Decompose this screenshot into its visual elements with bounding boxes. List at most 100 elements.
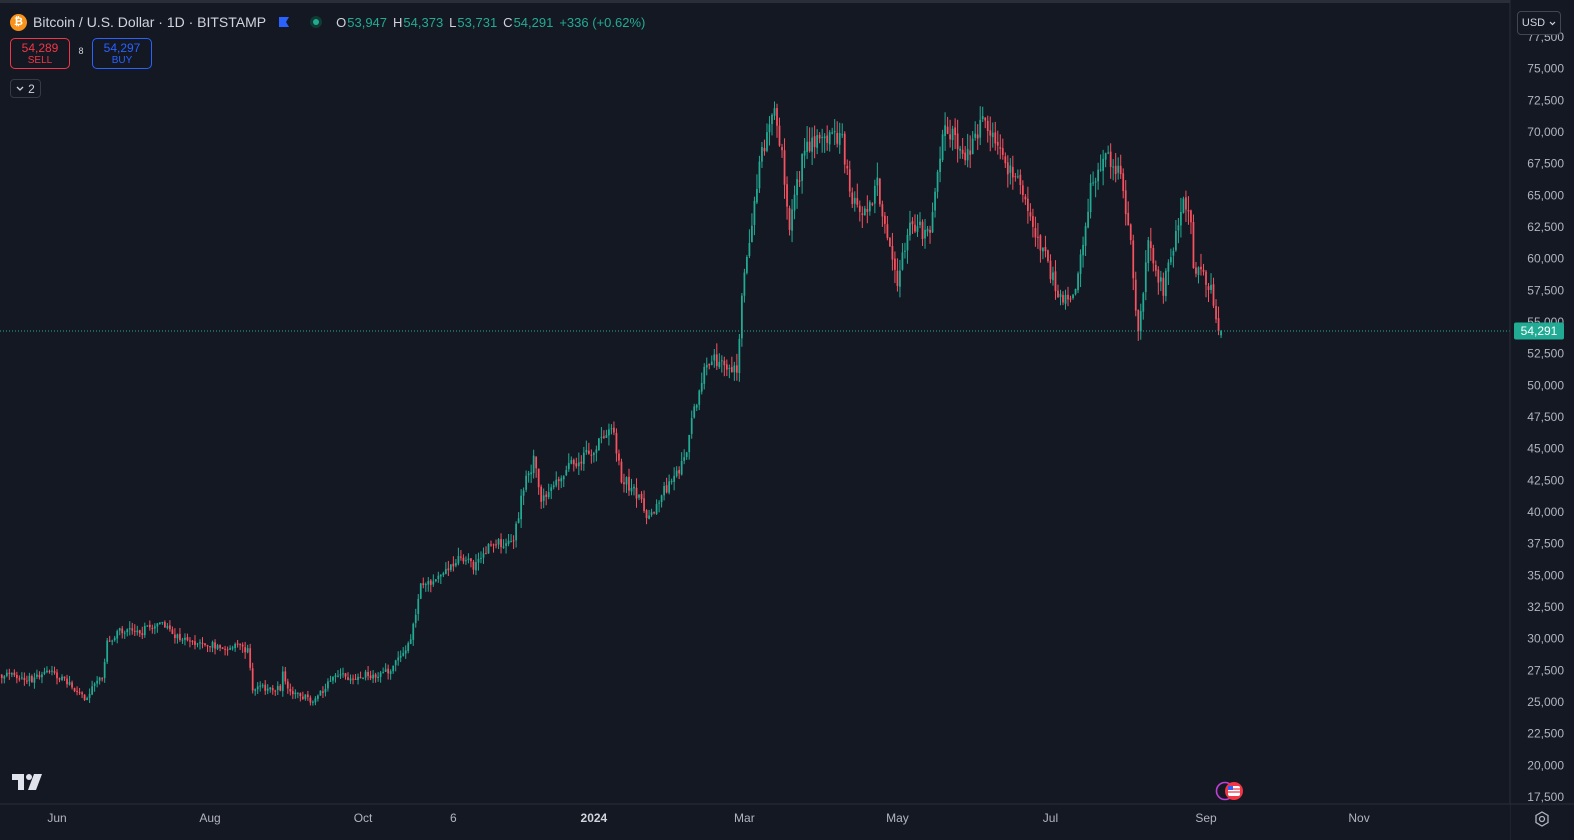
candle — [986, 115, 989, 143]
candle — [1047, 249, 1049, 263]
candle — [83, 694, 86, 701]
price-tick-label: 75,000 — [1527, 62, 1564, 76]
candle — [1016, 169, 1019, 179]
candle — [1104, 152, 1107, 168]
candle — [236, 639, 239, 648]
candle — [384, 663, 387, 672]
candle — [1037, 222, 1039, 249]
candle — [296, 692, 299, 699]
market-status-icon[interactable] — [310, 16, 323, 28]
candle — [146, 625, 149, 627]
candle — [344, 672, 347, 680]
symbol-title[interactable]: Bitcoin / U.S. Dollar · 1D · BITSTAMP — [33, 14, 267, 30]
candle — [1109, 143, 1112, 179]
candle — [881, 200, 884, 227]
candle — [347, 672, 349, 681]
tradingview-logo-icon[interactable] — [12, 774, 44, 792]
candle — [306, 690, 309, 701]
candle — [861, 206, 864, 228]
candle — [246, 644, 249, 654]
flag-icon[interactable] — [278, 16, 290, 28]
candle — [808, 127, 811, 153]
candle — [665, 477, 668, 494]
candle — [821, 128, 824, 153]
candle — [916, 214, 919, 237]
candle — [409, 634, 412, 645]
candle — [715, 343, 718, 370]
candle — [116, 629, 119, 644]
candle — [111, 639, 114, 646]
open-label: O — [336, 14, 347, 30]
candle — [113, 635, 116, 642]
candle — [53, 666, 56, 675]
candle — [1011, 155, 1014, 190]
candle — [118, 627, 121, 636]
candle — [956, 119, 959, 163]
candle — [512, 535, 515, 549]
candle — [1162, 272, 1165, 304]
sell-price: 54,289 — [21, 40, 59, 55]
candle — [61, 674, 63, 682]
candle — [1021, 180, 1024, 203]
candle — [705, 357, 708, 376]
candle — [13, 669, 16, 678]
candle — [334, 673, 337, 683]
candle — [603, 430, 605, 439]
candle — [1210, 273, 1212, 294]
candle — [1077, 271, 1079, 293]
candle — [169, 620, 171, 632]
time-tick-label: Sep — [1195, 811, 1217, 825]
candle — [437, 571, 440, 583]
price-tick-label: 50,000 — [1527, 378, 1564, 392]
price-tick-label: 30,000 — [1527, 632, 1564, 646]
buy-button[interactable]: 54,297 BUY — [92, 38, 152, 69]
candle — [460, 550, 462, 561]
candle — [703, 363, 706, 390]
candle — [623, 473, 625, 493]
candle — [226, 646, 229, 656]
candle — [264, 680, 267, 695]
candle — [1187, 196, 1190, 225]
economic-events-icon[interactable] — [1214, 781, 1250, 801]
candle — [565, 465, 568, 477]
candle — [1169, 248, 1172, 266]
candle — [500, 533, 502, 554]
candle — [1205, 269, 1207, 298]
settings-icon[interactable] — [1533, 810, 1551, 828]
time-tick-label: Mar — [734, 811, 755, 825]
candle — [397, 651, 400, 666]
candle — [1129, 223, 1132, 245]
candle — [439, 573, 442, 585]
time-axis[interactable] — [0, 804, 1510, 840]
candle — [904, 242, 906, 259]
candle — [337, 670, 339, 678]
candle — [562, 475, 565, 488]
candle — [773, 101, 776, 120]
candle — [480, 551, 482, 564]
candle — [560, 475, 563, 489]
candle — [620, 458, 623, 484]
svg-text:54,291: 54,291 — [1521, 324, 1558, 338]
currency-label: USD — [1521, 17, 1546, 29]
candle — [304, 694, 307, 701]
candle — [1049, 254, 1052, 284]
candle — [1127, 201, 1130, 226]
candle — [422, 577, 425, 589]
candle — [608, 423, 610, 446]
candle — [570, 456, 573, 465]
candle — [216, 643, 219, 651]
sell-button[interactable]: 54,289 SELL — [10, 38, 70, 69]
candle — [487, 543, 490, 554]
price-axis[interactable] — [1510, 0, 1574, 840]
sell-label: SELL — [27, 54, 53, 66]
price-tick-label: 20,000 — [1527, 758, 1564, 772]
candle — [567, 453, 570, 472]
currency-selector[interactable]: USD — [1517, 11, 1561, 35]
candle — [891, 232, 894, 271]
indicators-toggle-button[interactable]: 2 — [10, 79, 41, 98]
candle — [128, 621, 131, 636]
candle — [866, 195, 869, 224]
candle — [470, 558, 472, 568]
candle — [429, 578, 432, 593]
